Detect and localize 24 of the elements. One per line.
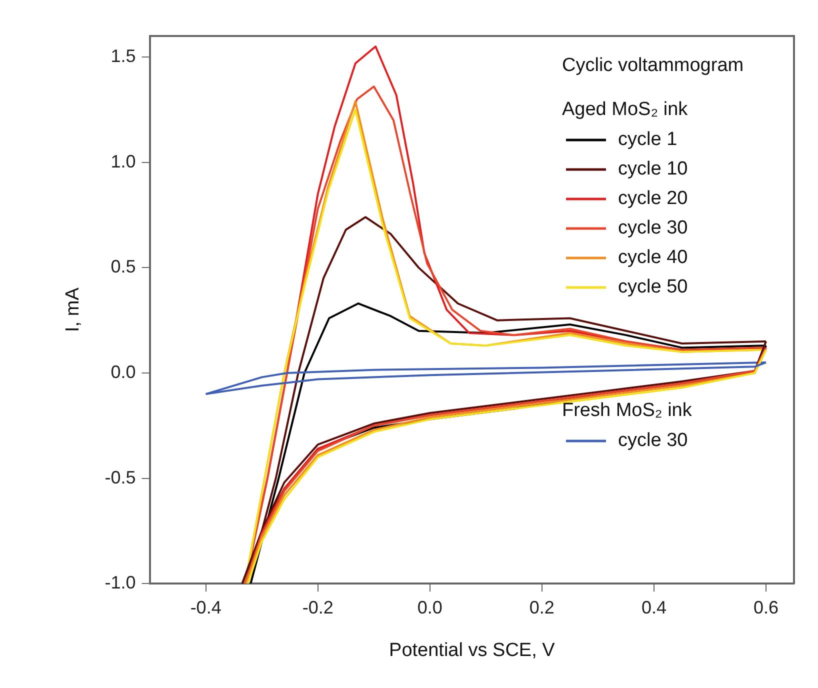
y-tick-label: 1.5 (110, 46, 136, 66)
legend-label: cycle 30 (618, 430, 688, 452)
legend-label: cycle 50 (618, 276, 688, 298)
y-tick-label: -0.5 (104, 467, 136, 488)
x-tick-label: -0.2 (302, 597, 334, 618)
y-tick-label: 0.5 (110, 256, 136, 277)
legend-title: Cyclic voltammogram (562, 55, 744, 76)
x-tick-label: 0.4 (641, 597, 666, 618)
annotation: Fresh MoS₂ ink (562, 400, 692, 422)
legend-label: cycle 20 (618, 188, 688, 210)
legend-label: cycle 30 (618, 218, 688, 239)
x-tick-label: 0.6 (753, 597, 779, 618)
y-tick-label: 0.0 (110, 362, 136, 382)
y-axis-title: I, mA (62, 287, 84, 332)
x-axis-title: Potential vs SCE, V (389, 640, 556, 661)
x-tick-label: -0.4 (190, 597, 222, 618)
legend-label: cycle 10 (618, 158, 688, 180)
legend-label: cycle 1 (618, 129, 678, 150)
x-tick-label: 0.0 (417, 597, 442, 618)
y-tick-label: -1.0 (104, 572, 136, 593)
annotation: Aged MoS₂ ink (562, 99, 688, 120)
y-tick-label: 1.0 (110, 151, 136, 172)
x-tick-label: 0.2 (529, 597, 554, 618)
legend-label: cycle 40 (618, 247, 688, 268)
